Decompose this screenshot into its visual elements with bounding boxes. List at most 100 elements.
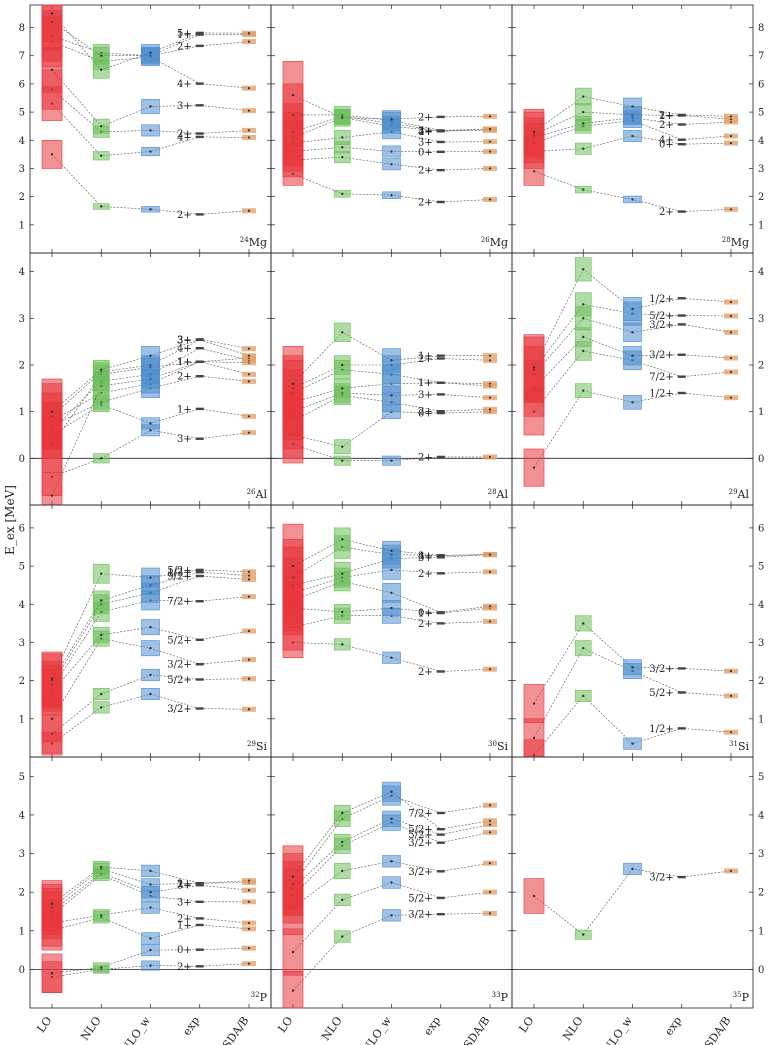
nlo-band-center <box>100 966 103 969</box>
usd-center <box>488 140 492 143</box>
level-label: 3/2+ <box>167 660 191 671</box>
panel-frame <box>511 4 754 254</box>
y-tick-label: 4 <box>19 810 25 821</box>
category-label: NLO <box>78 1014 104 1043</box>
level-connector <box>292 358 491 389</box>
exp-level <box>677 143 686 146</box>
level-connector <box>292 822 491 897</box>
y-tick-label: 3 <box>19 638 25 649</box>
nlow-band-center <box>149 948 152 952</box>
level-connector <box>51 69 250 127</box>
exp-level <box>436 115 445 119</box>
exp-level <box>677 667 686 670</box>
exp-level <box>677 391 686 395</box>
nlow-band-center <box>390 394 393 397</box>
exp-level <box>195 917 204 920</box>
nlow-band-center <box>631 307 634 311</box>
usd-center <box>247 570 251 573</box>
exp-level <box>436 554 445 557</box>
nlow-band-center <box>149 937 152 940</box>
nucleus-label: 35P <box>733 991 750 1004</box>
nucleus-label: 33P <box>492 991 509 1004</box>
lo-band-center <box>291 950 295 954</box>
level-label: 2+ <box>659 110 674 121</box>
nlo-band-center <box>341 811 344 815</box>
nlo-band-center <box>582 268 585 271</box>
nlo-band-center <box>100 124 103 128</box>
exp-level <box>436 833 445 836</box>
panel-26Mg: 2+2+0+3+4+2+3+2+26Mg <box>270 4 513 254</box>
nlow-band-center <box>631 354 634 357</box>
nlo-band-center <box>341 192 344 196</box>
nlo-band-center <box>582 933 585 936</box>
exp-level <box>195 347 204 350</box>
exp-level <box>195 437 204 440</box>
exp-level <box>195 132 204 135</box>
nlo-band-center <box>100 692 103 696</box>
usd-center <box>247 708 251 711</box>
level-label: 2+ <box>177 914 192 925</box>
nlow-band-center <box>390 591 393 595</box>
usd-center <box>488 198 492 201</box>
usd-center <box>488 354 492 357</box>
y-tick-label: 5 <box>758 562 764 573</box>
level-label: 1+ <box>418 351 433 362</box>
nlow-band-center <box>631 867 634 871</box>
usd-center <box>247 921 251 925</box>
y-tick-label: 0 <box>19 965 25 976</box>
level-label: 2+ <box>177 41 192 52</box>
y-tick-label: 2 <box>758 888 764 899</box>
nlo-band-center <box>341 459 344 462</box>
usd-center <box>247 32 251 35</box>
level-connector <box>533 171 732 212</box>
exp-level <box>195 213 204 216</box>
level-label: 1+ <box>418 378 433 389</box>
level-connector <box>292 411 491 448</box>
level-label: 3+ <box>177 101 192 112</box>
nlo-band-center <box>582 147 585 150</box>
exp-level <box>195 360 204 363</box>
usd-center <box>729 134 733 138</box>
exp-level <box>436 354 445 357</box>
usd-center <box>488 553 492 556</box>
nlow-band-center <box>149 354 152 357</box>
level-label: 2+ <box>418 619 433 630</box>
nlo-band-center <box>582 349 585 353</box>
level-label: 2+ <box>177 372 192 383</box>
usd-center <box>488 115 492 118</box>
usd-center <box>488 620 492 623</box>
nlo-band-center <box>582 317 585 320</box>
usd-center <box>729 370 733 374</box>
lo-band-center <box>50 68 54 72</box>
level-label: 3+ <box>177 897 192 908</box>
level-label: 1+ <box>177 404 192 415</box>
usd-center <box>488 570 492 573</box>
usd-center <box>729 731 733 734</box>
y-tick-label: 2 <box>758 676 764 687</box>
level-label: 2+ <box>659 120 674 131</box>
lo-band-center <box>532 894 536 898</box>
level-label: 0+ <box>418 608 433 619</box>
nucleus-label: 28Al <box>488 488 509 501</box>
y-tick-label: 1 <box>19 220 25 231</box>
nlow-band-center <box>149 208 152 211</box>
y-tick-label: 5 <box>19 108 25 119</box>
nucleus-mass: 28 <box>488 488 497 496</box>
usd-center <box>247 947 251 950</box>
nlo-band-center <box>100 572 103 575</box>
exp-level <box>677 138 686 141</box>
level-label: 4+ <box>418 551 433 562</box>
nlo-band-center <box>341 538 344 541</box>
level-label: 1+ <box>177 357 192 368</box>
exp-level <box>436 393 445 396</box>
nlow-band-center <box>631 198 634 201</box>
lo-band-center <box>291 875 295 878</box>
y-tick-label: 3 <box>19 314 25 325</box>
exp-level <box>436 870 445 873</box>
y-tick-label: 1 <box>758 407 764 418</box>
usd-center <box>247 347 251 350</box>
nucleus-mass: 26 <box>481 236 490 244</box>
level-label: 1+ <box>177 879 192 890</box>
nlo-band-center <box>582 694 585 698</box>
